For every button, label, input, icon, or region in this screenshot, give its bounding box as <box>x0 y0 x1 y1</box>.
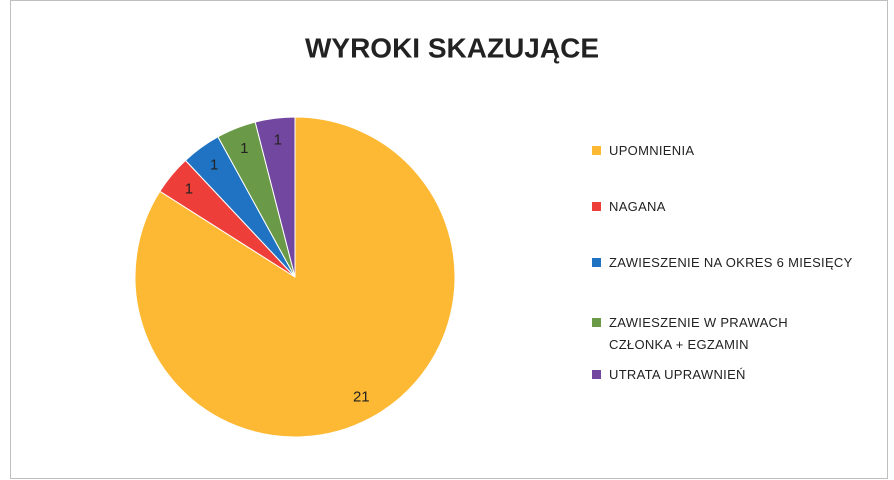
frame <box>10 0 888 479</box>
legend-item: NAGANA <box>592 196 882 252</box>
pie-slice <box>254 116 296 278</box>
data-label: 21 <box>353 389 370 406</box>
data-label: 1 <box>240 140 248 157</box>
legend-label: ZAWIESZENIE W PRAWACH CZŁONKA + EGZAMIN <box>609 315 788 352</box>
legend-label: ZAWIESZENIE NA OKRES 6 MIESIĘCY <box>609 255 853 270</box>
data-label: 1 <box>185 180 193 197</box>
legend-swatch <box>592 370 601 379</box>
legend: UPOMNIENIA NAGANA ZAWIESZENIE NA OKRES 6 M… <box>592 140 882 420</box>
legend-swatch <box>592 318 601 327</box>
legend-swatch <box>592 202 601 211</box>
legend-item: UTRATA UPRAWNIEŃ <box>592 364 882 420</box>
data-label: 1 <box>274 131 282 148</box>
legend-label: NAGANA <box>609 199 666 214</box>
legend-item: UPOMNIENIA <box>592 140 882 196</box>
legend-label: UPOMNIENIA <box>609 143 695 158</box>
legend-item: ZAWIESZENIE W PRAWACH CZŁONKA + EGZAMIN <box>592 312 882 352</box>
chart-title: WYROKI SKAZUJĄCE <box>305 32 599 63</box>
legend-swatch <box>592 258 601 267</box>
legend-label: UTRATA UPRAWNIEŃ <box>609 367 746 382</box>
legend-item: ZAWIESZENIE NA OKRES 6 MIESIĘCY <box>592 252 882 308</box>
legend-swatch <box>592 146 601 155</box>
data-label: 1 <box>210 157 218 174</box>
